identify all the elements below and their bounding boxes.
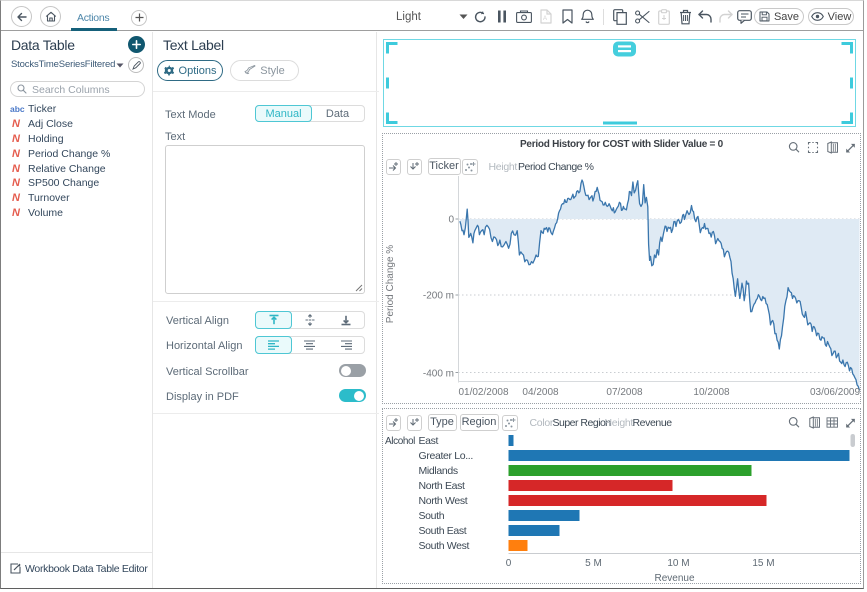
svg-text:East: East (419, 435, 439, 447)
svg-text:15 M: 15 M (752, 558, 774, 569)
svg-text:03/06/2009: 03/06/2009 (810, 387, 860, 398)
svg-text:10 M: 10 M (667, 558, 689, 569)
svg-text:5 M: 5 M (585, 558, 602, 569)
svg-text:North East: North East (419, 480, 466, 492)
svg-text:-400 m: -400 m (423, 368, 454, 379)
svg-text:04/2008: 04/2008 (522, 387, 559, 398)
svg-text:Midlands: Midlands (419, 465, 458, 477)
svg-text:Alcohol: Alcohol (385, 436, 415, 447)
svg-text:A: A (543, 16, 547, 22)
svg-text:South: South (419, 510, 445, 522)
svg-text:10/2008: 10/2008 (693, 387, 730, 398)
svg-text:Greater Lo...: Greater Lo... (419, 450, 473, 462)
svg-text:01/02/2008: 01/02/2008 (458, 387, 508, 398)
svg-text:North West: North West (419, 495, 468, 507)
svg-text:Revenue: Revenue (654, 573, 694, 584)
svg-text:Period Change %: Period Change % (385, 244, 396, 322)
svg-text:0: 0 (448, 214, 454, 225)
svg-text:South East: South East (419, 525, 467, 537)
svg-text:South West: South West (419, 540, 470, 552)
svg-text:07/2008: 07/2008 (606, 387, 643, 398)
svg-text:-200 m: -200 m (423, 290, 454, 301)
svg-text:0: 0 (506, 558, 512, 569)
